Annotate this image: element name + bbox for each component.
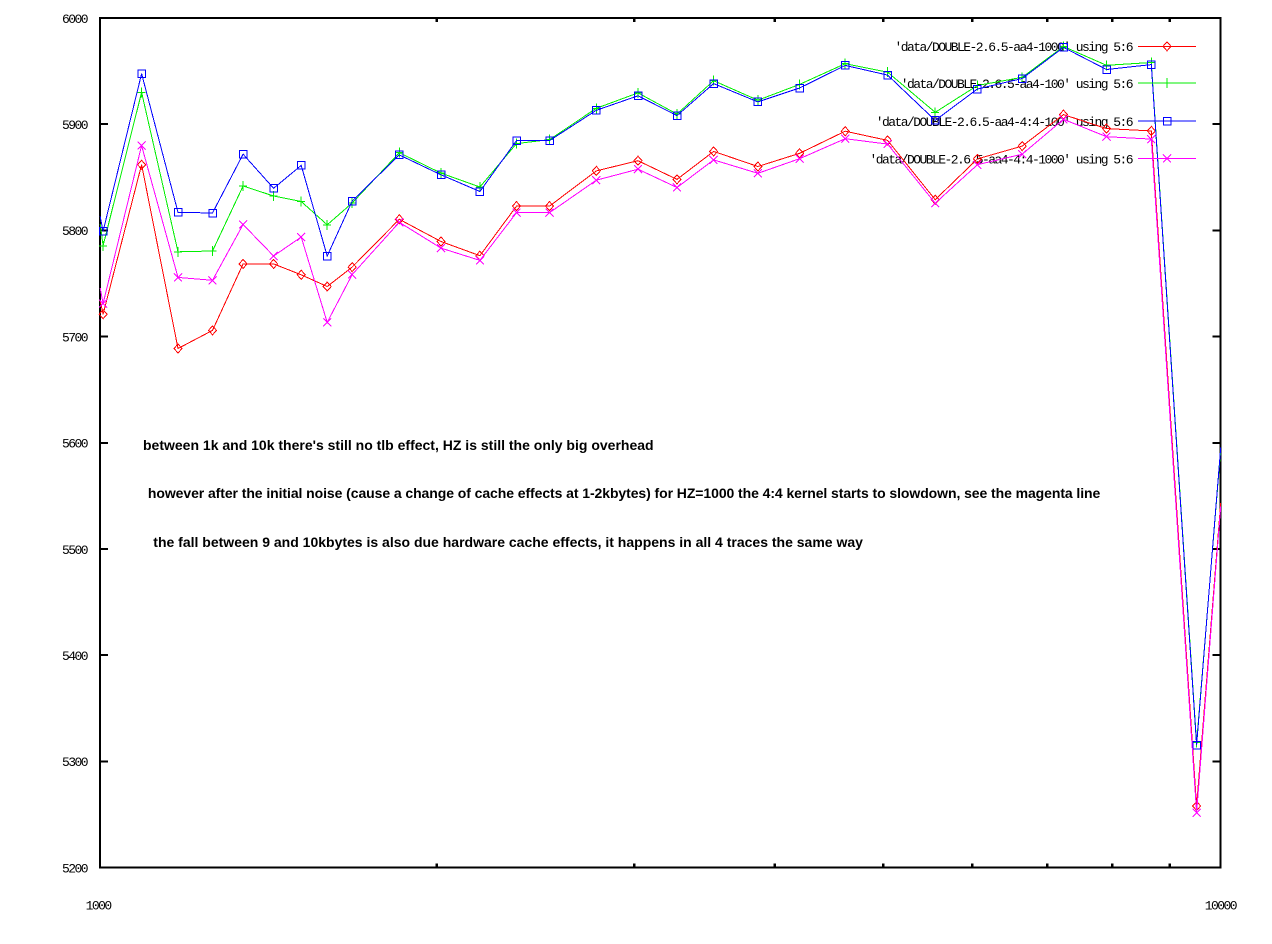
svg-text:6000: 6000 bbox=[62, 12, 88, 27]
svg-text:5900: 5900 bbox=[62, 118, 88, 133]
svg-text:5400: 5400 bbox=[62, 649, 88, 664]
svg-text:'data/DOUBLE-2.6.5-aa4-4:4-100: 'data/DOUBLE-2.6.5-aa4-4:4-100' using 5:… bbox=[876, 115, 1133, 130]
svg-text:'data/DOUBLE-2.6.5-aa4-4:4-100: 'data/DOUBLE-2.6.5-aa4-4:4-1000' using 5… bbox=[869, 152, 1132, 167]
svg-text:5300: 5300 bbox=[62, 755, 88, 770]
svg-text:5500: 5500 bbox=[62, 543, 88, 558]
svg-text:5600: 5600 bbox=[62, 437, 88, 452]
svg-text:1000: 1000 bbox=[86, 899, 112, 914]
svg-text:10000: 10000 bbox=[1205, 899, 1237, 914]
svg-text:'data/DOUBLE-2.6.5-aa4-1000' u: 'data/DOUBLE-2.6.5-aa4-1000' using 5:6 bbox=[894, 40, 1132, 55]
svg-text:'data/DOUBLE-2.6.5-aa4-100' us: 'data/DOUBLE-2.6.5-aa4-100' using 5:6 bbox=[901, 77, 1133, 92]
svg-text:5800: 5800 bbox=[62, 224, 88, 239]
svg-text:5700: 5700 bbox=[62, 330, 88, 345]
svg-text:5200: 5200 bbox=[62, 861, 88, 876]
